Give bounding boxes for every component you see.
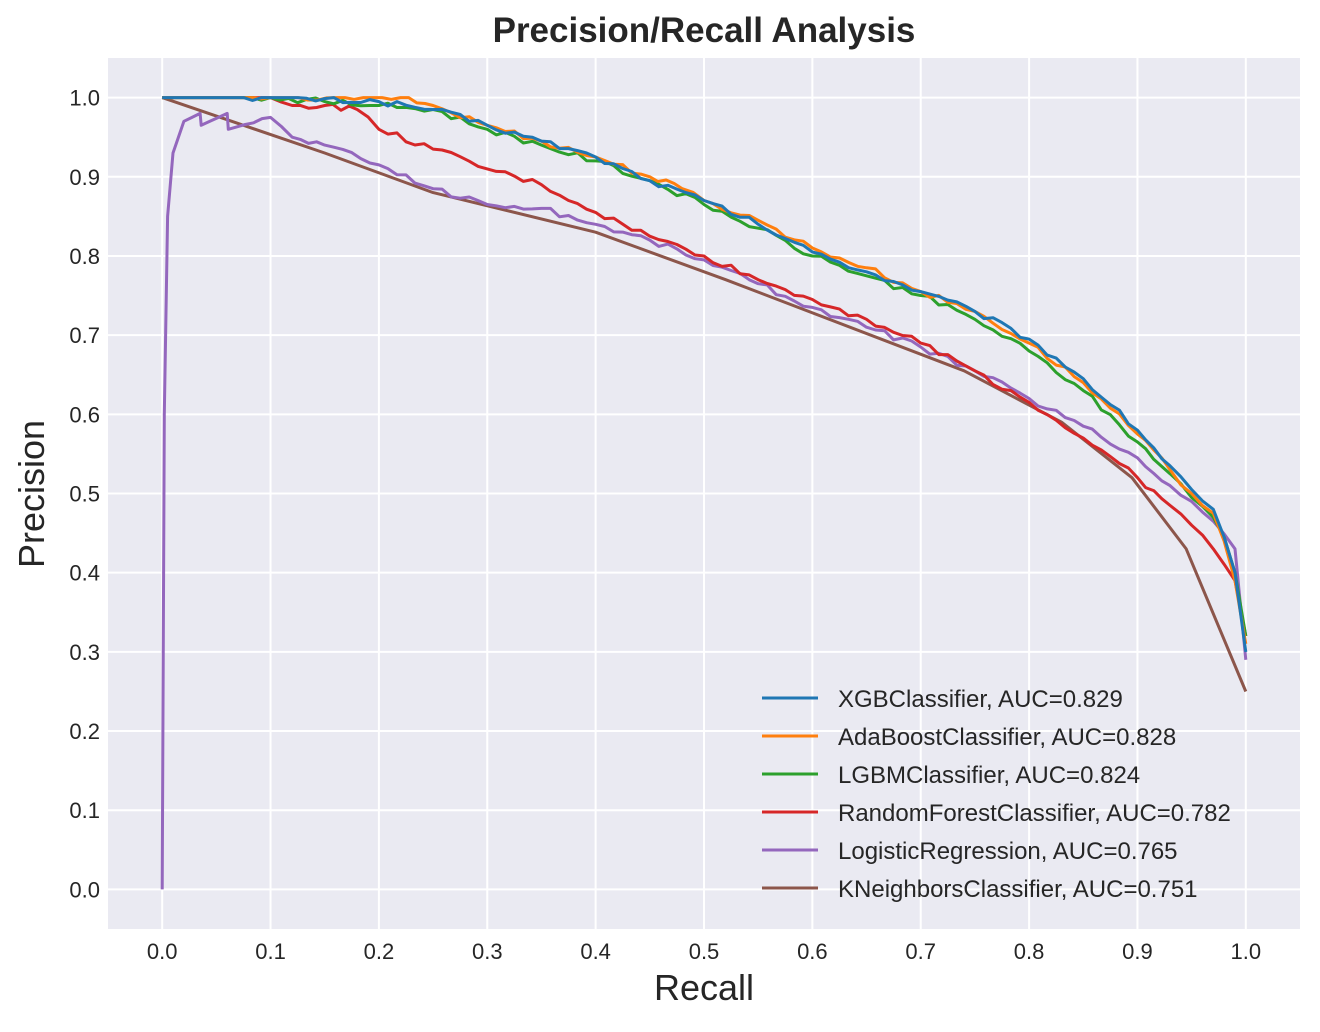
- series-line-0: [162, 96, 1248, 653]
- y-tick-labels: 0.0 0.1 0.2 0.3 0.4 0.5 0.6 0.7 0.8 0.9 1.0: [69, 86, 100, 903]
- y-tick-label: 0.1: [69, 798, 100, 823]
- y-axis-label: Precision: [11, 420, 52, 568]
- x-tick-label: 0.9: [1122, 939, 1153, 964]
- y-tick-label: 0.9: [69, 165, 100, 190]
- y-tick-label: 0.8: [69, 244, 100, 269]
- x-tick-label: 0.3: [472, 939, 503, 964]
- legend-label: LogisticRegression, AUC=0.765: [838, 838, 1178, 865]
- x-tick-label: 0.4: [580, 939, 611, 964]
- legend-label: LGBMClassifier, AUC=0.824: [838, 762, 1140, 789]
- grid-lines: [108, 58, 1300, 929]
- y-tick-label: 0.7: [69, 323, 100, 348]
- series-line-5: [161, 96, 1248, 693]
- series-lines: [160, 96, 1248, 890]
- x-tick-label: 0.6: [797, 939, 828, 964]
- x-tick-label: 0.7: [905, 939, 936, 964]
- x-tick-label: 0.8: [1014, 939, 1045, 964]
- x-tick-label: 1.0: [1231, 939, 1262, 964]
- series-line-4: [160, 111, 1248, 890]
- y-tick-label: 0.2: [69, 719, 100, 744]
- y-tick-label: 0.4: [69, 561, 100, 586]
- x-tick-label: 0.2: [364, 939, 395, 964]
- y-tick-label: 0.5: [69, 482, 100, 507]
- series-line-3: [162, 96, 1248, 637]
- x-tick-label: 0.5: [689, 939, 720, 964]
- x-tick-label: 0.1: [255, 939, 286, 964]
- x-tick-label: 0.0: [147, 939, 178, 964]
- y-tick-label: 0.6: [69, 402, 100, 427]
- chart-title: Precision/Recall Analysis: [493, 11, 916, 50]
- y-tick-label: 1.0: [69, 86, 100, 111]
- y-tick-label: 0.0: [69, 877, 100, 902]
- x-tick-labels: 0.0 0.1 0.2 0.3 0.4 0.5 0.6 0.7 0.8 0.9 1.0: [147, 939, 1261, 964]
- legend: XGBClassifier, AUC=0.829 AdaBoostClassifi…: [762, 686, 1231, 903]
- legend-label: RandomForestClassifier, AUC=0.782: [838, 800, 1231, 827]
- legend-label: KNeighborsClassifier, AUC=0.751: [838, 876, 1198, 903]
- y-tick-label: 0.3: [69, 640, 100, 665]
- legend-label: AdaBoostClassifier, AUC=0.828: [838, 724, 1176, 751]
- x-axis-label: Recall: [654, 967, 754, 1008]
- legend-label: XGBClassifier, AUC=0.829: [838, 686, 1123, 713]
